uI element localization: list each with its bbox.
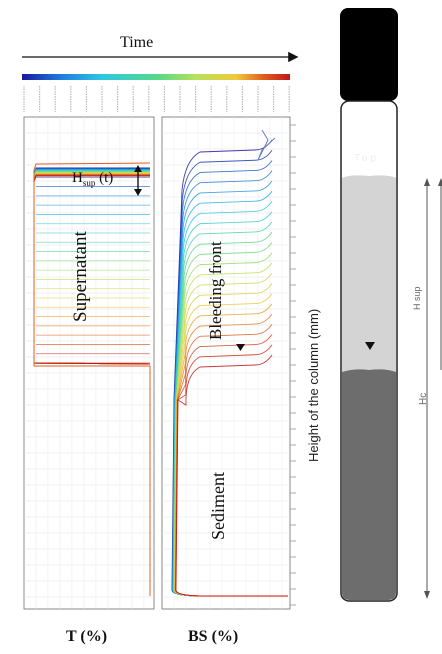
hsup-t-label: Hsup (t) — [72, 170, 113, 188]
bs-top-peak — [257, 129, 276, 161]
supernatant-region — [342, 175, 396, 372]
hsup-column-label: H sup — [412, 286, 422, 310]
final-transmission-curve — [33, 162, 151, 596]
hsup-arrow-down — [134, 189, 142, 196]
sediment-label: Sediment — [208, 472, 228, 540]
time-label: Time — [120, 34, 154, 51]
hc-label: Hc — [418, 392, 429, 405]
column-front-arrow — [365, 342, 375, 350]
sediment-region — [342, 369, 396, 600]
backscattering-axis-label: BS (%) — [188, 628, 239, 645]
height-axis-ticks — [290, 124, 296, 606]
hsup-main: H — [72, 170, 83, 186]
hsup-arrow-up — [134, 165, 142, 172]
column-cap — [340, 8, 398, 101]
transmission-axis-label: T (%) — [66, 628, 108, 645]
backscattering-curve — [175, 354, 288, 597]
bleeding-front-label: Bleeding front — [206, 241, 225, 340]
hsup-t: (t) — [99, 170, 114, 186]
backscattering-curves — [171, 129, 288, 597]
plot-gridlines — [24, 117, 290, 609]
time-colorbar — [22, 74, 290, 80]
transmission-curves — [33, 162, 151, 596]
hsup-sub: sup — [82, 178, 96, 188]
supernatant-label: Supernatant — [70, 231, 91, 322]
column-top-label: Top — [354, 153, 380, 164]
height-axis-label: Height of the column (mm) — [306, 308, 321, 462]
scan-tick-labels — [23, 86, 290, 112]
bleeding-front-arrow — [236, 344, 245, 351]
